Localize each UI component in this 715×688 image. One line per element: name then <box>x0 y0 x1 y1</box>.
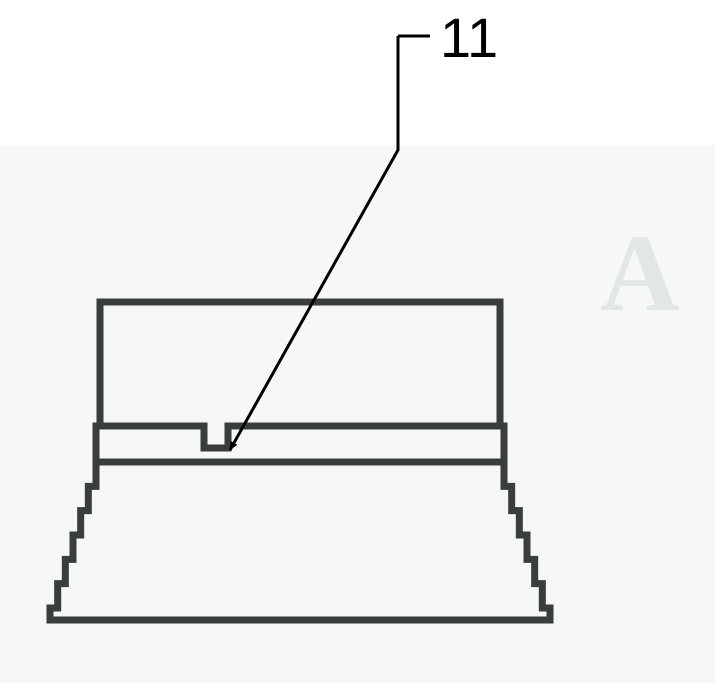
watermark-letter-A: A <box>600 210 675 337</box>
figure-canvas <box>0 0 715 683</box>
callout-label-11: 11 <box>440 5 498 70</box>
